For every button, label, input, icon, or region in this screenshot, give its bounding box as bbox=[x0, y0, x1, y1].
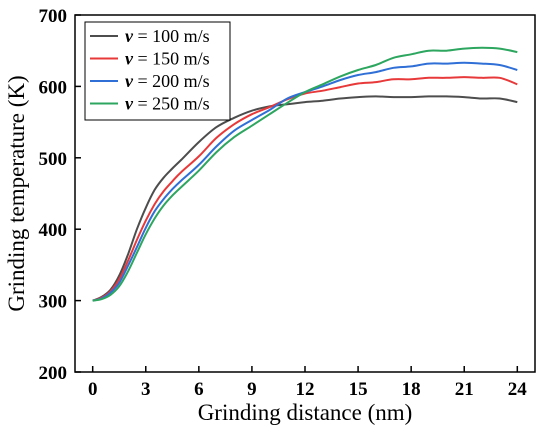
x-tick-label: 18 bbox=[402, 379, 421, 400]
legend-variable: v bbox=[125, 26, 134, 46]
y-tick-label: 600 bbox=[39, 77, 68, 98]
series-line bbox=[92, 95, 518, 302]
x-tick-label: 6 bbox=[194, 379, 204, 400]
series-line bbox=[92, 61, 518, 302]
x-tick-label: 3 bbox=[141, 379, 151, 400]
legend-label: v = 200 m/s bbox=[125, 71, 210, 91]
series-layer bbox=[92, 46, 518, 302]
x-tick-label: 21 bbox=[455, 379, 474, 400]
x-tick-label: 15 bbox=[349, 379, 368, 400]
ticks-layer: 0 3 6 9 12 15 18 21 24 200 300 400 500 600 700 bbox=[39, 6, 528, 400]
legend-label: v = 250 m/s bbox=[125, 94, 210, 114]
legend-variable: v bbox=[125, 49, 134, 69]
x-tick-label: 12 bbox=[296, 379, 315, 400]
series-line bbox=[92, 46, 518, 302]
y-tick-label: 400 bbox=[39, 220, 68, 241]
x-tick-label: 9 bbox=[247, 379, 257, 400]
legend: v = 100 m/sv = 150 m/sv = 200 m/sv = 250… bbox=[84, 21, 231, 121]
legend-value: = 100 m/s bbox=[133, 26, 210, 46]
x-tick-label: 0 bbox=[88, 379, 98, 400]
legend-variable: v bbox=[125, 94, 134, 114]
x-tick-label: 24 bbox=[508, 379, 528, 400]
legend-variable: v bbox=[125, 71, 134, 91]
legend-value: = 200 m/s bbox=[133, 71, 210, 91]
y-axis-title: Grinding temperature (K) bbox=[4, 75, 29, 311]
legend-value: = 250 m/s bbox=[133, 94, 210, 114]
series-line bbox=[92, 76, 518, 302]
x-axis-title: Grinding distance (nm) bbox=[198, 400, 413, 425]
legend-label: v = 150 m/s bbox=[125, 49, 210, 69]
y-tick-label: 500 bbox=[39, 149, 68, 170]
y-tick-label: 200 bbox=[39, 363, 68, 384]
y-tick-label: 300 bbox=[39, 292, 68, 313]
y-tick-label: 700 bbox=[39, 6, 68, 27]
legend-value: = 150 m/s bbox=[133, 49, 210, 69]
legend-label: v = 100 m/s bbox=[125, 26, 210, 46]
plot-frame bbox=[74, 14, 536, 373]
